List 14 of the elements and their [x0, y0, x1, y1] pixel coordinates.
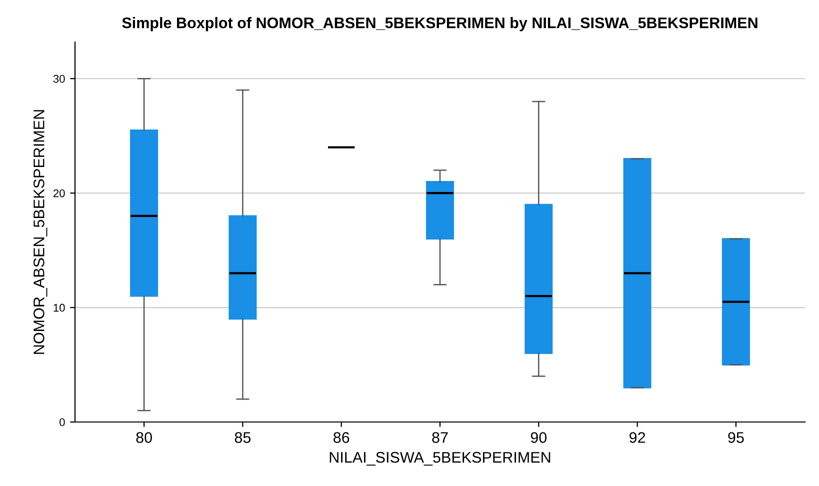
- y-tick-label: 10: [54, 304, 65, 312]
- x-tick-label: 92: [630, 432, 646, 443]
- x-axis-title: NILAI_SISWA_5BEKSPERIMEN: [330, 452, 550, 466]
- y-tick-label: 0: [60, 418, 65, 426]
- x-tick-label: 87: [432, 432, 448, 443]
- y-tick-label: 20: [53, 189, 65, 198]
- y-axis-title: NOMOR_ABSEN_5BEKSPERIMEN: [34, 110, 48, 354]
- y-tick-label: 30: [53, 74, 65, 83]
- x-tick-label: 86: [334, 432, 350, 443]
- x-tick-label: 85: [234, 432, 251, 443]
- x-tick-label: 80: [136, 432, 152, 443]
- x-tick-label: 95: [728, 432, 744, 443]
- x-tick-label: 90: [530, 432, 547, 443]
- chart-title: Simple Boxplot of NOMOR_ABSEN_5BEKSPERIMEN by NILAI_SISWA_5BEKSPERIMEN: [122, 17, 758, 32]
